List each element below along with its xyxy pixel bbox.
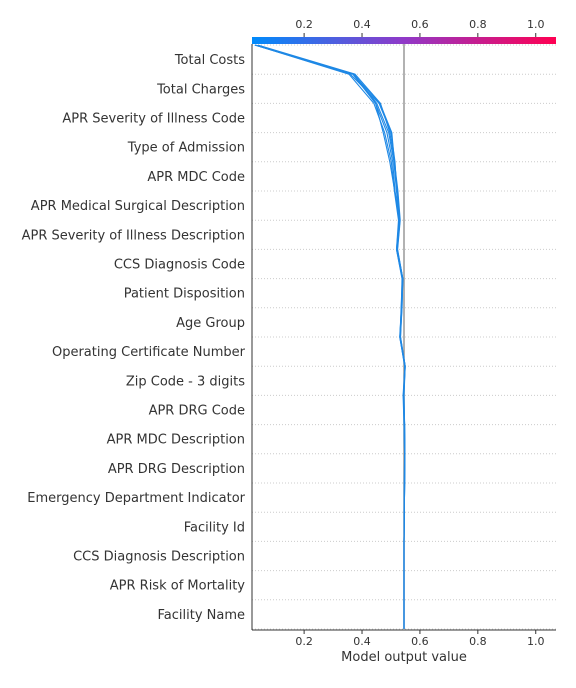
bottom-tick-label: 0.4 — [353, 635, 371, 648]
feature-label: CCS Diagnosis Code — [114, 258, 245, 273]
feature-label: APR DRG Code — [149, 404, 245, 419]
feature-label: Emergency Department Indicator — [27, 491, 245, 506]
bottom-tick-label: 0.6 — [411, 635, 429, 648]
feature-label: APR Risk of Mortality — [110, 579, 246, 594]
bottom-tick-label: 1.0 — [527, 635, 545, 648]
decision-line — [254, 44, 406, 629]
feature-label: Type of Admission — [127, 141, 245, 156]
feature-label: APR MDC Description — [107, 433, 245, 448]
feature-label: APR Medical Surgical Description — [31, 199, 245, 214]
top-tick-label: 0.2 — [295, 18, 313, 31]
feature-labels: Total Costs Total Charges APR Severity of … — [22, 53, 246, 623]
feature-label: Age Group — [176, 316, 245, 331]
bottom-tick-label: 0.8 — [469, 635, 487, 648]
feature-label: Facility Id — [184, 520, 245, 535]
decision-line — [254, 44, 406, 629]
top-tick-label: 0.4 — [353, 18, 371, 31]
decision-line — [254, 44, 406, 629]
decision-line — [254, 44, 406, 629]
feature-label: APR Severity of Illness Code — [62, 112, 245, 127]
colorbar — [252, 37, 556, 44]
feature-label: Facility Name — [157, 608, 245, 623]
top-tick-label: 1.0 — [527, 18, 545, 31]
axes: 0.2 0.2 0.4 0.4 0.6 0.6 0.8 0.8 1.0 1.0 — [251, 18, 556, 648]
feature-label: APR DRG Description — [108, 462, 245, 477]
feature-label: Zip Code - 3 digits — [126, 374, 245, 389]
decision-lines — [254, 44, 406, 629]
feature-label: APR Severity of Illness Description — [22, 228, 245, 243]
top-tick-label: 0.6 — [411, 18, 429, 31]
top-tick-label: 0.8 — [469, 18, 487, 31]
feature-label: CCS Diagnosis Description — [73, 550, 245, 565]
x-axis-title: Model output value — [341, 650, 467, 665]
decision-line — [254, 44, 406, 629]
feature-label: APR MDC Code — [147, 170, 245, 185]
bottom-tick-label: 0.2 — [295, 635, 313, 648]
feature-label: Patient Disposition — [124, 287, 245, 302]
feature-label: Operating Certificate Number — [52, 345, 246, 360]
feature-label: Total Costs — [174, 53, 245, 68]
feature-label: Total Charges — [156, 82, 245, 97]
